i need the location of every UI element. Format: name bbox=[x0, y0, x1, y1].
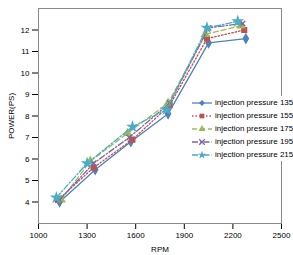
svg-text:12: 12 bbox=[21, 26, 30, 35]
svg-text:2200: 2200 bbox=[224, 231, 242, 240]
html-text:injection pressure 175: injection pressure 175 bbox=[215, 124, 293, 133]
svg-text:9: 9 bbox=[25, 90, 30, 99]
svg-text:11: 11 bbox=[21, 47, 30, 56]
svg-text:5: 5 bbox=[25, 176, 30, 185]
html-text:injection pressure 155: injection pressure 155 bbox=[215, 111, 293, 120]
html-text:injection pressure 215: injection pressure 215 bbox=[215, 150, 293, 159]
svg-text:1900: 1900 bbox=[175, 231, 193, 240]
svg-text:10: 10 bbox=[21, 69, 30, 78]
svg-text:2500: 2500 bbox=[273, 231, 291, 240]
html-text:injection pressure 135: injection pressure 135 bbox=[215, 98, 293, 107]
svg-text:6: 6 bbox=[25, 155, 30, 164]
svg-text:1300: 1300 bbox=[78, 231, 96, 240]
svg-text:4: 4 bbox=[25, 198, 30, 207]
svg-text:1000: 1000 bbox=[30, 231, 48, 240]
svg-text:8: 8 bbox=[25, 112, 30, 121]
html-text:injection pressure 195: injection pressure 195 bbox=[215, 137, 293, 146]
svg-text:1600: 1600 bbox=[127, 231, 145, 240]
svg-text:7: 7 bbox=[25, 133, 30, 142]
svg-text:POWER(PS): POWER(PS) bbox=[7, 93, 16, 140]
svg-text:RPM: RPM bbox=[151, 245, 169, 254]
